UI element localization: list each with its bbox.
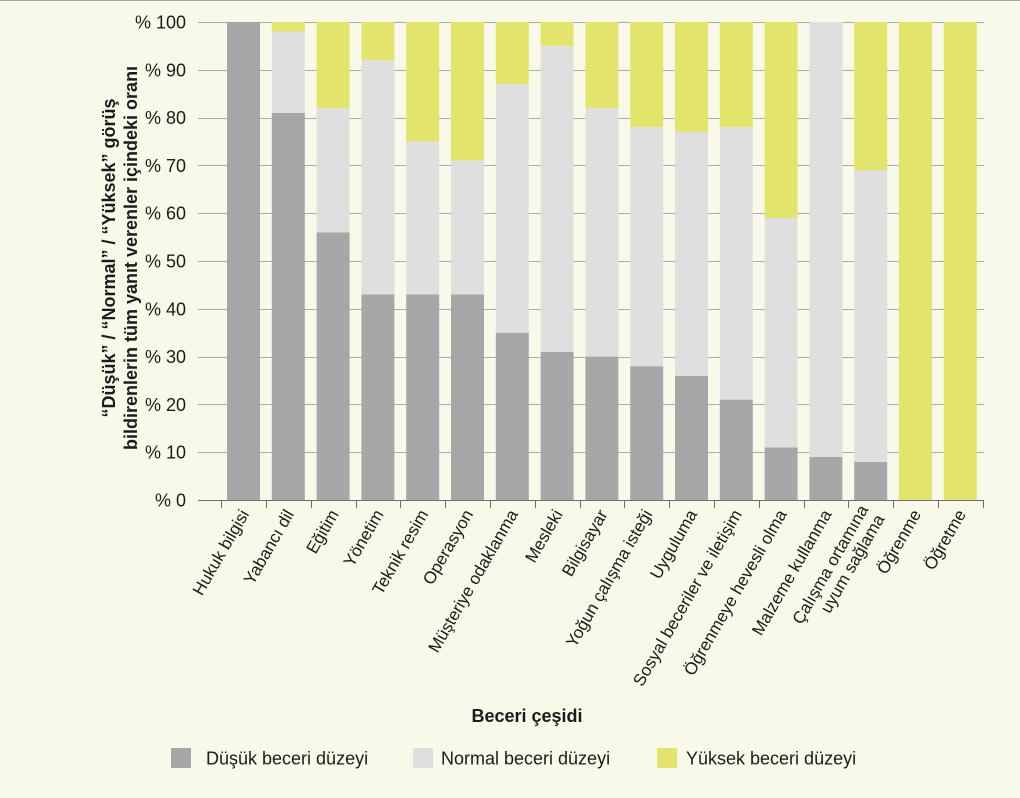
bar-normal-8	[540, 45, 574, 352]
bar-high-17	[943, 22, 977, 500]
bar-high-15	[854, 22, 888, 171]
bar-high-12	[719, 22, 753, 128]
legend-item-low: Düşük beceri düzeyi	[171, 748, 368, 769]
bar-low-7	[495, 332, 529, 500]
bar-low-3	[316, 232, 350, 500]
x-tick-label-line: Eğitim	[303, 506, 343, 556]
bar-normal-12	[719, 127, 753, 400]
bar-high-2	[271, 22, 305, 32]
bar-high-10	[630, 22, 664, 128]
bar-normal-4	[361, 60, 395, 295]
bar-low-5	[406, 294, 440, 500]
bar-normal-3	[316, 108, 350, 233]
legend-swatch-low	[171, 748, 191, 768]
y-tick-label: % 30	[145, 347, 186, 367]
bar-high-6	[451, 22, 484, 161]
bar-normal-10	[630, 127, 664, 367]
bar-normal-13	[764, 217, 798, 448]
y-tick-label: % 100	[135, 13, 186, 33]
y-tick-label: % 40	[145, 299, 186, 319]
bar-low-15	[854, 461, 888, 500]
bar-low-6	[451, 294, 484, 500]
bar-low-4	[361, 294, 395, 500]
x-tick-label-line: Öğretme	[920, 506, 970, 573]
legend-label-high: Yüksek beceri düzeyi	[686, 749, 856, 769]
x-tick-label: Yönetim	[340, 506, 388, 570]
x-tick-label: Hukuk bilgisi	[189, 506, 253, 598]
bar-high-9	[585, 22, 619, 109]
legend-item-normal: Normal beceri düzeyi	[413, 748, 610, 769]
legend-swatch-normal	[413, 748, 433, 768]
x-tick-label: Mesleki	[521, 506, 566, 565]
y-axis-title-line-1: “Düşük” / “Normal” / “Yüksek” görüş	[99, 98, 119, 417]
x-tick-label-line: Mesleki	[521, 506, 566, 565]
x-tick-label-line: Yoğun çalışma isteği	[562, 506, 656, 650]
bar-low-2	[271, 112, 305, 500]
bar-normal-11	[675, 131, 708, 376]
y-tick-label: % 60	[145, 204, 186, 224]
bar-high-3	[316, 22, 350, 109]
bar-high-11	[675, 22, 708, 132]
legend-label-low: Düşük beceri düzeyi	[206, 749, 368, 769]
bar-normal-5	[406, 141, 440, 295]
bar-low-1	[227, 22, 260, 500]
y-tick-label: % 80	[145, 108, 186, 128]
bar-low-14	[809, 456, 843, 500]
bar-low-10	[630, 366, 664, 500]
x-tick-label: Öğretme	[920, 506, 970, 573]
y-tick-label: % 70	[145, 156, 186, 176]
x-axis	[198, 499, 984, 508]
x-axis-title: Beceri çeşidi	[471, 706, 582, 726]
legend: Düşük beceri düzeyi Normal beceri düzeyi…	[171, 748, 856, 769]
x-tick-label: Yoğun çalışma isteği	[562, 506, 656, 650]
bar-low-11	[675, 375, 708, 500]
y-tick-labels: % 0 % 10 % 20 % 30 % 40 % 50 % 60 % 70 % 80 % 90%…	[135, 13, 186, 511]
x-tick-label: Eğitim	[303, 506, 343, 556]
bar-normal-14	[809, 22, 843, 457]
bar-high-8	[540, 22, 574, 46]
legend-swatch-high	[657, 748, 677, 768]
y-axis-title-line-2: bildirenlerin tüm yanıt verenler içindek…	[121, 66, 141, 450]
bar-low-9	[585, 356, 619, 500]
bar-normal-6	[451, 160, 484, 295]
bar-high-5	[406, 22, 440, 142]
x-tick-label-line: Yönetim	[340, 506, 388, 570]
bar-normal-7	[495, 84, 529, 333]
bar-low-13	[764, 447, 798, 500]
bars	[227, 22, 977, 500]
legend-item-high: Yüksek beceri düzeyi	[657, 748, 856, 769]
bar-low-8	[540, 351, 574, 500]
legend-label-normal: Normal beceri düzeyi	[441, 749, 610, 769]
y-tick-label: % 90	[145, 60, 186, 80]
bar-normal-15	[854, 170, 888, 462]
bar-high-7	[495, 22, 529, 85]
bar-high-16	[899, 22, 932, 500]
bar-normal-9	[585, 108, 619, 357]
bar-low-12	[719, 399, 753, 500]
y-tick-label: % 0	[155, 491, 186, 511]
bar-high-13	[764, 22, 798, 218]
y-tick-label: % 20	[145, 395, 186, 415]
bar-high-4	[361, 22, 395, 61]
bar-normal-2	[271, 31, 305, 113]
x-tick-label-line: Hukuk bilgisi	[189, 506, 253, 598]
y-tick-label: % 50	[145, 252, 186, 272]
y-tick-label: % 10	[145, 443, 186, 463]
